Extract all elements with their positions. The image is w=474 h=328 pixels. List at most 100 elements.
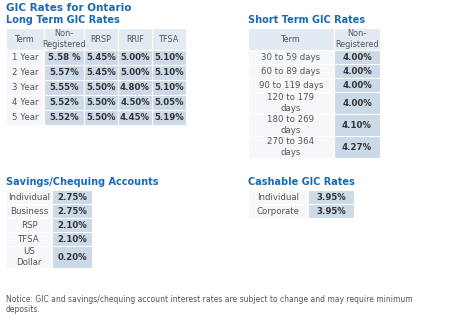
Text: 5.55%: 5.55% — [49, 83, 79, 92]
Bar — [308, 190, 354, 204]
Text: Notice: GIC and savings/chequing account interest rates are subject to change an: Notice: GIC and savings/chequing account… — [6, 295, 413, 315]
Text: Business: Business — [10, 207, 48, 215]
Bar — [334, 114, 380, 136]
Text: Individual: Individual — [257, 193, 299, 201]
Bar — [44, 28, 84, 50]
Bar — [118, 50, 152, 65]
Bar — [152, 50, 186, 65]
Bar — [152, 110, 186, 125]
Bar — [248, 50, 334, 64]
Bar — [84, 110, 118, 125]
Bar — [44, 95, 84, 110]
Text: 4.00%: 4.00% — [342, 67, 372, 75]
Bar — [334, 64, 380, 78]
Text: 5.50%: 5.50% — [86, 83, 116, 92]
Text: 4.00%: 4.00% — [342, 52, 372, 62]
Text: 5.10%: 5.10% — [154, 68, 184, 77]
Bar — [52, 190, 92, 204]
Text: 4.10%: 4.10% — [342, 120, 372, 130]
Text: TFSA: TFSA — [159, 34, 179, 44]
Bar — [334, 28, 380, 50]
Bar — [6, 80, 44, 95]
Text: 5.57%: 5.57% — [49, 68, 79, 77]
Text: 1 Year: 1 Year — [12, 53, 38, 62]
Text: 5.45%: 5.45% — [86, 53, 116, 62]
Bar — [248, 114, 334, 136]
Text: 5.00%: 5.00% — [120, 68, 150, 77]
Text: 2.10%: 2.10% — [57, 220, 87, 230]
Bar — [6, 28, 44, 50]
Bar — [118, 95, 152, 110]
Bar — [44, 80, 84, 95]
Text: Corporate: Corporate — [256, 207, 300, 215]
Text: Savings/Chequing Accounts: Savings/Chequing Accounts — [6, 177, 158, 187]
Bar — [52, 204, 92, 218]
Text: 4.27%: 4.27% — [342, 142, 372, 152]
Bar — [248, 136, 334, 158]
Text: 30 to 59 days: 30 to 59 days — [262, 52, 320, 62]
Bar — [44, 110, 84, 125]
Bar — [6, 95, 44, 110]
Text: RRIF: RRIF — [126, 34, 144, 44]
Text: US
Dollar: US Dollar — [16, 247, 42, 267]
Bar — [44, 50, 84, 65]
Bar — [152, 65, 186, 80]
Bar — [44, 65, 84, 80]
Bar — [248, 204, 308, 218]
Bar — [84, 65, 118, 80]
Text: Non-
Registered: Non- Registered — [335, 29, 379, 49]
Bar — [334, 136, 380, 158]
Bar — [334, 92, 380, 114]
Text: 5.10%: 5.10% — [154, 83, 184, 92]
Bar — [84, 95, 118, 110]
Text: 0.20%: 0.20% — [57, 253, 87, 261]
Text: 90 to 119 days: 90 to 119 days — [259, 80, 323, 90]
Bar — [6, 110, 44, 125]
Bar — [84, 28, 118, 50]
Text: RSP: RSP — [21, 220, 37, 230]
Text: Term: Term — [15, 34, 35, 44]
Bar — [248, 78, 334, 92]
Text: 5.58 %: 5.58 % — [48, 53, 80, 62]
Text: Long Term GIC Rates: Long Term GIC Rates — [6, 15, 120, 25]
Bar — [6, 232, 52, 246]
Bar — [52, 218, 92, 232]
Bar — [84, 50, 118, 65]
Text: 4 Year: 4 Year — [12, 98, 38, 107]
Text: 2.75%: 2.75% — [57, 193, 87, 201]
Text: 5.52%: 5.52% — [49, 98, 79, 107]
Text: Non-
Registered: Non- Registered — [42, 29, 86, 49]
Bar — [248, 28, 334, 50]
Text: 180 to 269
days: 180 to 269 days — [267, 115, 315, 135]
Text: RRSP: RRSP — [91, 34, 111, 44]
Text: TFSA: TFSA — [18, 235, 40, 243]
Bar — [334, 78, 380, 92]
Text: 2.75%: 2.75% — [57, 207, 87, 215]
Text: 2 Year: 2 Year — [12, 68, 38, 77]
Text: 5.10%: 5.10% — [154, 53, 184, 62]
Bar — [152, 28, 186, 50]
Text: 3.95%: 3.95% — [316, 207, 346, 215]
Text: 5.19%: 5.19% — [154, 113, 184, 122]
Text: 5.45%: 5.45% — [86, 68, 116, 77]
Bar — [248, 190, 308, 204]
Text: Cashable GIC Rates: Cashable GIC Rates — [248, 177, 355, 187]
Bar — [152, 80, 186, 95]
Bar — [308, 204, 354, 218]
Bar — [118, 110, 152, 125]
Text: 3 Year: 3 Year — [12, 83, 38, 92]
Bar — [6, 50, 44, 65]
Bar — [248, 92, 334, 114]
Text: 270 to 364
days: 270 to 364 days — [267, 137, 315, 157]
Text: Term: Term — [281, 34, 301, 44]
Text: 5.05%: 5.05% — [154, 98, 184, 107]
Bar — [6, 65, 44, 80]
Bar — [84, 80, 118, 95]
Text: Individual: Individual — [8, 193, 50, 201]
Text: 5.50%: 5.50% — [86, 113, 116, 122]
Text: 120 to 179
days: 120 to 179 days — [267, 93, 315, 113]
Bar — [6, 190, 52, 204]
Bar — [334, 50, 380, 64]
Bar — [6, 246, 52, 268]
Bar — [152, 95, 186, 110]
